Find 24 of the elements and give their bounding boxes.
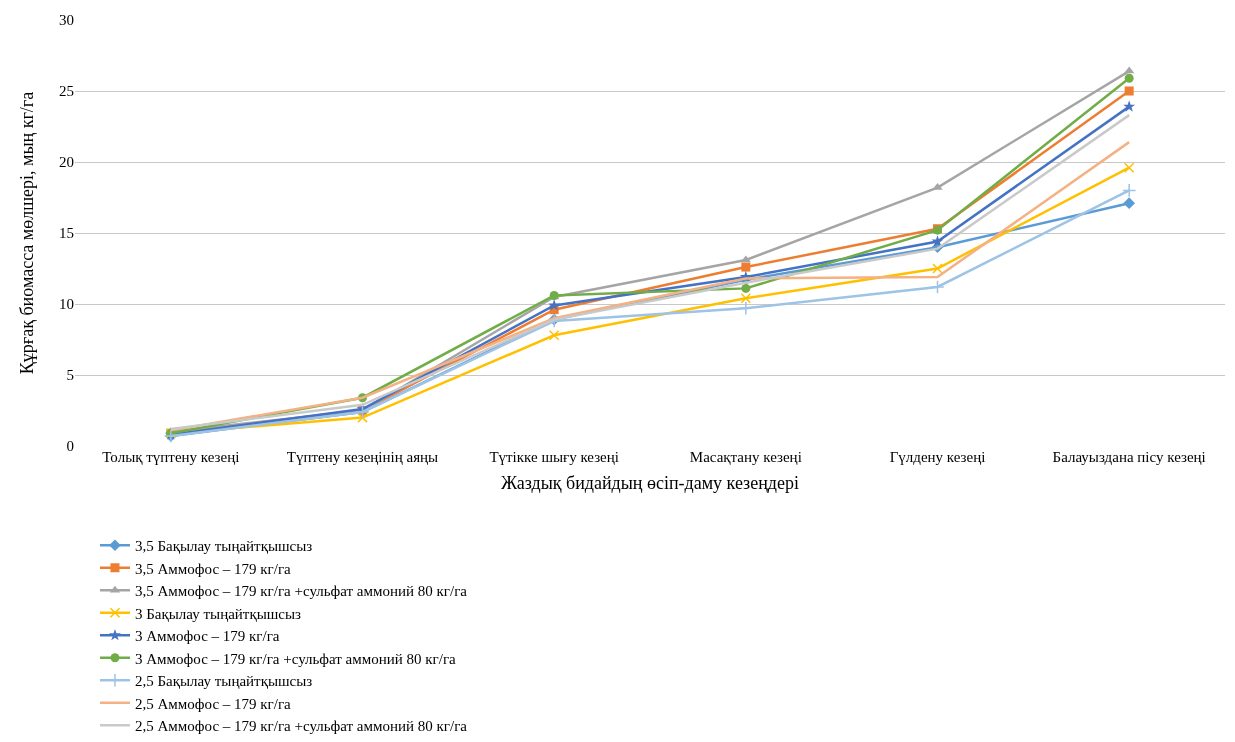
x-tick-label: Масақтану кезеңі [689,449,802,465]
legend-label: 3 Аммофос – 179 кг/га +сульфат аммоний 80 кг/га [134,650,457,667]
legend-label: 3 Бақылау тыңайтқышсыз [134,605,302,622]
y-tick-label: 10 [59,296,74,313]
y-axis-title: Құрғақ биомасса мөлшері, мың кг/га [17,91,38,375]
y-tick-label: 5 [66,367,74,384]
y-tick-label: 15 [59,225,74,242]
legend-label: 3,5 Аммофос – 179 кг/га +сульфат аммоний 80 кг/га [134,583,468,600]
legend-label: 3 Аммофос – 179 кг/га [134,628,280,645]
y-tick-label: 20 [59,154,74,171]
legend-label: 2,5 Аммофос – 179 кг/га [134,695,292,712]
legend-label: 3,5 Бақылау тыңайтқышсыз [134,538,313,555]
x-tick-label: Толық түптену кезеңі [102,449,240,465]
y-tick-label: 0 [66,438,74,455]
x-tick-label: Балауыздана пісу кезеңі [1052,449,1206,465]
x-tick-label: Түптену кезеңінің аяңы [286,449,439,465]
x-tick-label: Гүлдену кезеңі [889,449,986,465]
y-tick-label: 25 [59,83,74,100]
y-tick-label: 30 [59,12,74,29]
legend-label: 3,5 Аммофос – 179 кг/га [134,560,292,577]
x-axis-title: Жаздық бидайдың өсіп-даму кезеңдері [501,473,799,494]
legend-label: 2,5 Бақылау тыңайтқышсыз [134,673,313,690]
legend-label: 2,5 Аммофос – 179 кг/га +сульфат аммоний 80 кг/га [134,718,468,735]
x-tick-label: Түтікке шығу кезеңі [489,449,619,465]
